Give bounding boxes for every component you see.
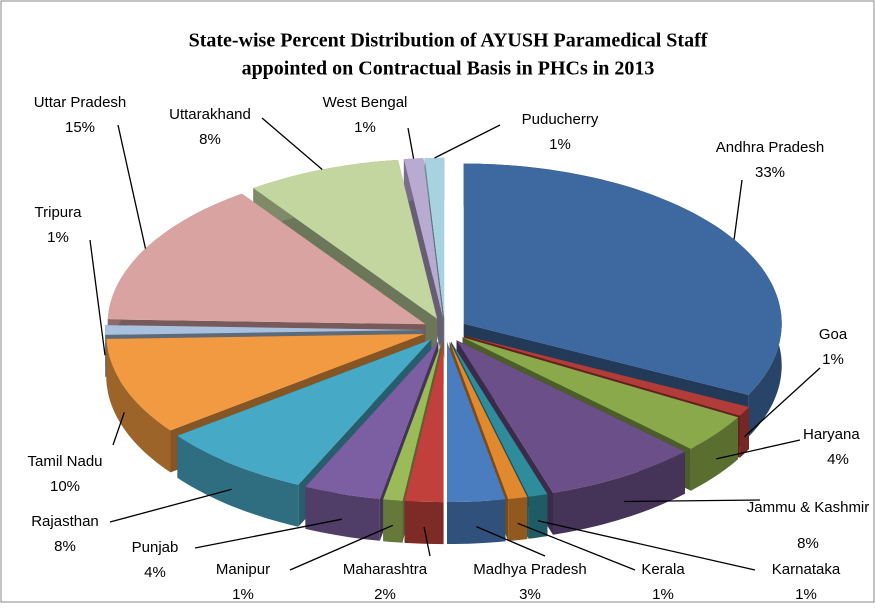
chart-title: State-wise Percent Distribution of AYUSH… <box>189 30 708 52</box>
slice-wall <box>740 407 749 458</box>
data-label-value: 8% <box>797 535 819 552</box>
slice-wall <box>508 497 527 541</box>
slice-wall <box>447 499 506 544</box>
data-label-name: Andhra Pradesh <box>716 139 824 156</box>
data-label-name: Haryana <box>803 426 860 443</box>
data-label-name: Kerala <box>641 561 685 578</box>
slice-wall <box>529 494 548 539</box>
data-label-name: Puducherry <box>522 111 599 128</box>
data-label-name: Tamil Nadu <box>27 453 102 470</box>
data-label-name: Tripura <box>35 204 83 221</box>
data-label-value: 1% <box>354 119 376 136</box>
data-label-value: 1% <box>652 586 674 603</box>
data-label-name: Maharashtra <box>343 561 428 578</box>
data-label-name: Jammu & Kashmir <box>747 499 870 516</box>
data-label-name: Manipur <box>216 561 270 578</box>
data-label-value: 2% <box>374 586 396 603</box>
data-label-value: 4% <box>144 564 166 581</box>
data-label-value: 1% <box>232 586 254 603</box>
data-label-value: 8% <box>54 538 76 555</box>
data-label-value: 10% <box>50 478 80 495</box>
data-label-value: 4% <box>827 451 849 468</box>
data-label-name: Rajasthan <box>31 513 99 530</box>
data-label-value: 33% <box>755 164 785 181</box>
data-label-name: Punjab <box>132 539 179 556</box>
data-label-value: 3% <box>519 586 541 603</box>
data-label-value: 1% <box>47 229 69 246</box>
data-label-value: 1% <box>549 136 571 153</box>
data-label-name: Madhya Pradesh <box>473 561 586 578</box>
data-label-value: 1% <box>795 586 817 603</box>
data-label-name: West Bengal <box>323 94 408 111</box>
slice-wall <box>383 499 402 543</box>
data-label-value: 15% <box>65 119 95 136</box>
data-label-name: Goa <box>819 326 848 343</box>
chart-title: appointed on Contractual Basis in PHCs i… <box>242 58 655 80</box>
data-label-name: Uttarakhand <box>169 106 251 123</box>
data-label-name: Uttar Pradesh <box>34 94 127 111</box>
slice-wall <box>405 501 444 544</box>
data-label-value: 8% <box>199 131 221 148</box>
data-label-name: Karnataka <box>772 561 841 578</box>
data-label-value: 1% <box>822 351 844 368</box>
